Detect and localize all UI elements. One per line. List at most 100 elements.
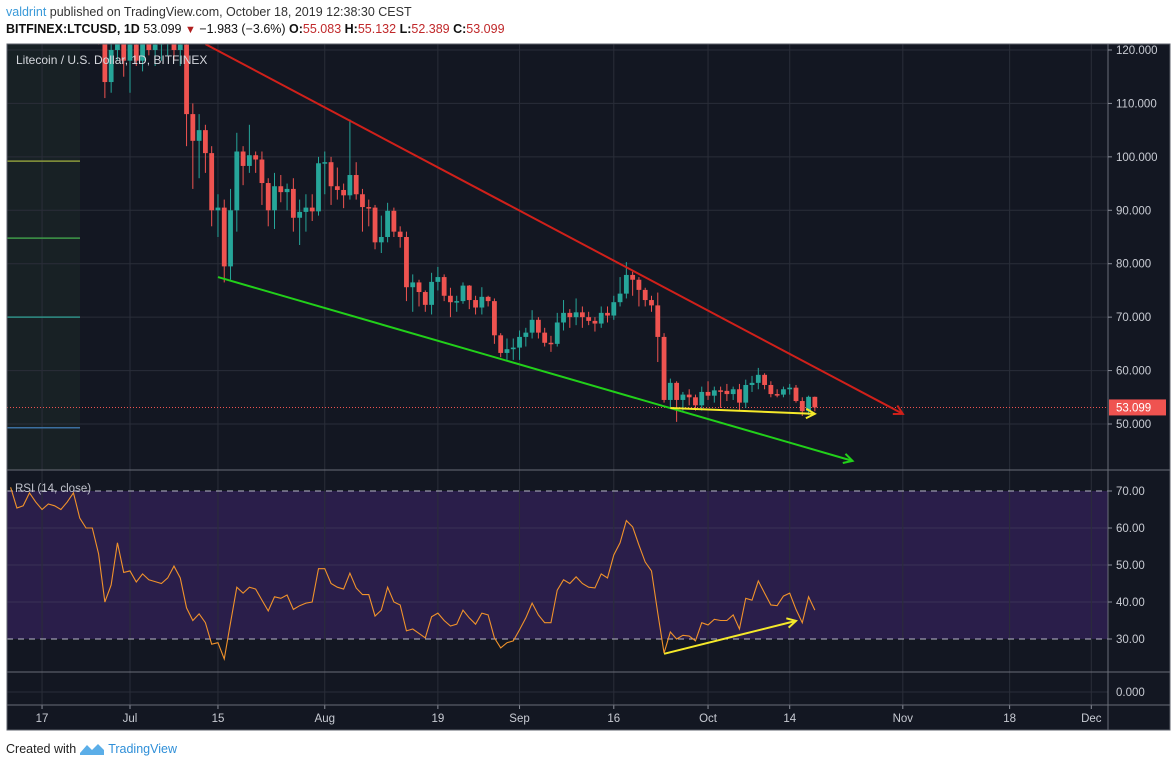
candle-body	[322, 162, 328, 164]
candle	[322, 151, 328, 195]
candle	[762, 373, 767, 390]
candle	[90, 0, 95, 2]
candle	[448, 287, 453, 318]
candle-body	[96, 0, 101, 29]
candle	[542, 327, 548, 347]
author-link[interactable]: valdrint	[6, 5, 47, 19]
candle-body	[441, 277, 447, 296]
candle	[561, 300, 566, 331]
candle-body	[341, 189, 347, 196]
candle-body	[510, 347, 516, 350]
candle	[215, 194, 221, 237]
candle-body	[479, 296, 485, 308]
candle	[328, 156, 334, 205]
created-with-text: Created with	[6, 742, 77, 756]
candle-body	[290, 188, 296, 218]
candle-body	[762, 374, 767, 385]
candle-body	[146, 44, 152, 50]
rsi-higher-low-trendline	[663, 619, 797, 655]
candle	[171, 44, 177, 61]
candle-body	[272, 186, 277, 211]
candle-body	[774, 394, 780, 396]
candle	[724, 383, 730, 402]
candle	[404, 231, 409, 302]
candle	[737, 383, 742, 411]
candle	[165, 29, 170, 56]
candle	[787, 383, 793, 395]
candle	[498, 333, 504, 358]
candle-body	[686, 394, 692, 398]
rsi-axis-label: 50.00	[1116, 560, 1145, 572]
pane3-axis-label: 0.000	[1116, 687, 1145, 699]
tradingview-brand[interactable]: TradingView	[108, 742, 177, 756]
chart-border	[6, 43, 1171, 731]
candle	[598, 306, 604, 328]
candle-body	[259, 159, 265, 184]
candle	[341, 183, 347, 209]
candle-body	[755, 374, 761, 383]
candle-body	[485, 296, 491, 302]
candle	[309, 194, 315, 221]
low-label: L:	[399, 22, 412, 36]
candle-body	[561, 312, 566, 323]
candle	[441, 274, 447, 302]
candle	[567, 309, 573, 328]
candle	[278, 175, 284, 203]
candle	[46, 0, 51, 7]
candle-body	[579, 312, 585, 318]
support-trendline	[217, 276, 853, 462]
candle-body	[781, 389, 786, 395]
candle-body	[328, 162, 334, 187]
publish-info: valdrint published on TradingView.com, O…	[6, 5, 412, 19]
candle	[240, 146, 246, 186]
candle-body	[278, 186, 284, 193]
candle-body	[253, 155, 259, 160]
rsi-higher-low-trendline-arrowhead	[786, 617, 799, 629]
time-axis-label: 18	[1003, 713, 1016, 725]
candle-body	[705, 391, 711, 396]
candle-body	[630, 274, 636, 280]
time-axis-label: Nov	[893, 713, 914, 725]
candle-body	[177, 44, 183, 50]
candle	[711, 386, 717, 403]
close-value: 53.099	[466, 22, 505, 36]
rsi-axis-label: 70.00	[1116, 486, 1145, 498]
candle	[297, 199, 303, 246]
candle-body	[617, 293, 623, 303]
candle	[768, 381, 774, 398]
candle	[686, 389, 692, 406]
candle	[661, 333, 667, 403]
footer: Created with TradingView	[6, 742, 177, 756]
candle	[636, 277, 642, 307]
candle	[366, 199, 372, 227]
candle-body	[567, 312, 573, 318]
candle	[422, 290, 428, 312]
candle	[397, 226, 403, 248]
time-axis-label: 19	[431, 713, 444, 725]
candle-body	[303, 207, 309, 212]
trendlines	[204, 44, 905, 465]
candle	[649, 295, 654, 312]
candle-body	[504, 349, 510, 353]
price-axis-label: 50.000	[1116, 419, 1151, 431]
candle-body	[165, 29, 170, 40]
candle-body	[749, 382, 755, 385]
candle	[177, 44, 183, 67]
candle-body	[642, 289, 648, 301]
candle-body	[655, 305, 661, 337]
candle	[184, 44, 189, 147]
low-value: 52.389	[411, 22, 450, 36]
candle	[127, 44, 133, 93]
candle	[554, 312, 560, 347]
candle	[102, 44, 108, 99]
candle	[152, 44, 158, 67]
candle-body	[586, 317, 592, 321]
candle-body	[246, 155, 252, 166]
candle	[84, 0, 89, 7]
candle	[96, 0, 101, 45]
close-label: C:	[453, 22, 467, 36]
candle	[517, 330, 522, 360]
candle-body	[598, 312, 604, 324]
candle-body	[448, 295, 453, 303]
